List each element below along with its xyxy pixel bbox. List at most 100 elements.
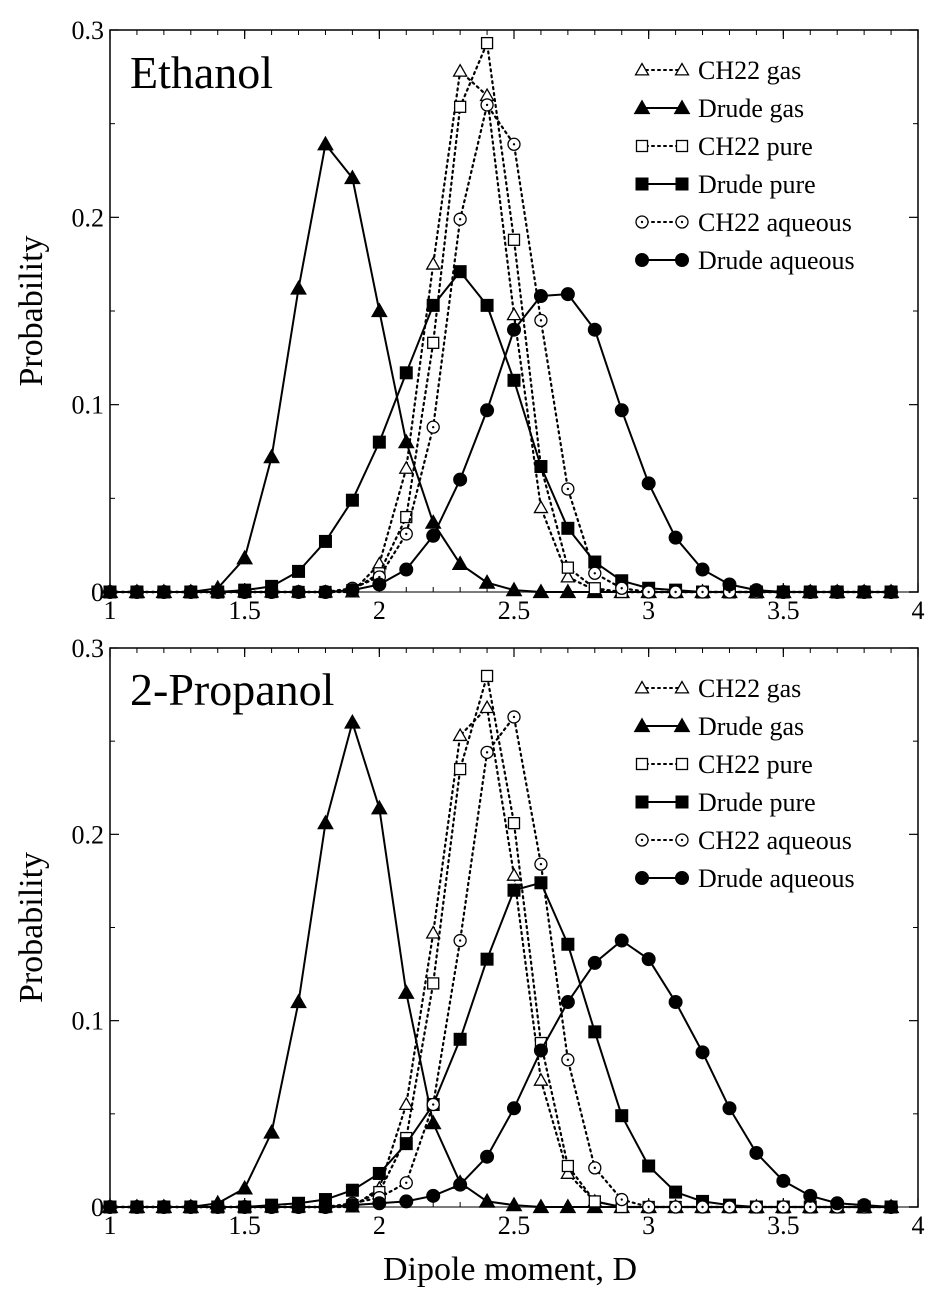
legend: CH22 gas Drude gas CH22 pure Drude pure CH22… [635, 56, 855, 275]
y-tick-label: 0.3 [72, 16, 105, 45]
point-ch22-aqueous-dot [513, 716, 515, 718]
legend-marker [677, 759, 688, 770]
point-drude-aqueous [669, 996, 682, 1009]
point-ch22-gas [534, 501, 547, 512]
point-drude-gas [453, 556, 468, 569]
point-ch22-aqueous-dot [540, 863, 542, 865]
legend-label: CH22 aqueous [698, 826, 852, 855]
point-drude-pure [454, 1033, 466, 1045]
point-drude-aqueous [292, 586, 305, 599]
point-drude-pure [293, 565, 305, 577]
point-drude-aqueous [615, 934, 628, 947]
panel-title: Ethanol [130, 47, 273, 98]
point-drude-aqueous [481, 1150, 494, 1163]
point-drude-gas [399, 435, 414, 448]
point-drude-pure [535, 877, 547, 889]
point-ch22-aqueous-dot [567, 488, 569, 490]
series-line-ch22-pure [110, 43, 891, 592]
legend-marker [676, 796, 688, 808]
point-drude-aqueous [750, 584, 763, 597]
point-ch22-pure [455, 764, 466, 775]
point-ch22-aqueous-dot [432, 426, 434, 428]
point-drude-aqueous [427, 529, 440, 542]
legend-marker [636, 796, 648, 808]
series-drude-aqueous [104, 288, 898, 599]
x-tick-label: 4 [912, 596, 925, 625]
point-ch22-aqueous-dot [755, 1206, 757, 1208]
legend-marker [637, 141, 648, 152]
legend-label: Drude pure [698, 170, 816, 199]
point-drude-aqueous [292, 1201, 305, 1214]
point-drude-aqueous [427, 1189, 440, 1202]
point-drude-gas [372, 801, 387, 814]
point-ch22-gas [454, 65, 467, 76]
point-drude-aqueous [534, 290, 547, 303]
point-drude-aqueous [885, 1201, 898, 1214]
legend-label: CH22 gas [698, 674, 801, 703]
point-drude-pure [643, 1160, 655, 1172]
point-drude-gas [399, 985, 414, 998]
point-drude-aqueous [858, 1199, 871, 1212]
point-ch22-aqueous-dot [674, 1206, 676, 1208]
legend-label: CH22 pure [698, 132, 813, 161]
legend-marker [637, 759, 648, 770]
point-drude-aqueous [130, 1201, 143, 1214]
point-drude-aqueous [615, 404, 628, 417]
point-ch22-aqueous-dot [459, 218, 461, 220]
legend-marker-dot [681, 839, 683, 841]
point-drude-pure [454, 266, 466, 278]
point-drude-aqueous [346, 584, 359, 597]
legend-marker [676, 178, 688, 190]
x-tick-label: 1 [104, 1211, 117, 1240]
x-tick-label: 4 [912, 1211, 925, 1240]
point-drude-aqueous [831, 586, 844, 599]
point-ch22-aqueous-dot [513, 143, 515, 145]
point-ch22-gas [534, 1074, 547, 1085]
point-drude-pure [346, 1184, 358, 1196]
point-drude-pure [373, 436, 385, 448]
legend-marker-dot [681, 221, 683, 223]
series-line-drude-pure [110, 272, 891, 592]
series-drude-aqueous [104, 934, 898, 1213]
point-ch22-aqueous-dot [701, 591, 703, 593]
point-drude-aqueous [157, 586, 170, 599]
point-ch22-aqueous-dot [432, 1103, 434, 1105]
legend-marker [676, 254, 689, 267]
point-drude-aqueous [265, 1201, 278, 1214]
legend-marker [636, 178, 648, 190]
y-axis-title: Probability [13, 235, 50, 386]
point-drude-aqueous [184, 1201, 197, 1214]
point-drude-aqueous [804, 1189, 817, 1202]
x-tick-label: 1.5 [228, 596, 261, 625]
legend-item-ch22-aqueous: CH22 aqueous [636, 208, 852, 237]
point-drude-gas [480, 575, 495, 588]
point-drude-gas [237, 1181, 252, 1194]
point-drude-aqueous [373, 1197, 386, 1210]
point-ch22-pure [562, 562, 573, 573]
point-drude-aqueous [750, 1146, 763, 1159]
series-line-drude-aqueous [110, 294, 891, 592]
point-ch22-aqueous-dot [405, 1182, 407, 1184]
series-drude-pure [104, 266, 897, 598]
point-drude-aqueous [561, 288, 574, 301]
legend-item-ch22-pure: CH22 pure [637, 132, 813, 161]
y-tick-label: 0 [91, 1193, 104, 1222]
point-drude-pure [562, 522, 574, 534]
point-ch22-aqueous-dot [594, 1167, 596, 1169]
legend-label: CH22 pure [698, 750, 813, 779]
point-ch22-gas [400, 462, 413, 473]
x-tick-label: 2.5 [498, 1211, 531, 1240]
point-drude-gas [318, 816, 333, 829]
legend-item-drude-pure: Drude pure [636, 170, 816, 199]
point-drude-aqueous [642, 477, 655, 490]
point-drude-aqueous [561, 996, 574, 1009]
point-drude-gas [237, 551, 252, 564]
legend-marker-dot [641, 839, 643, 841]
legend-marker [677, 141, 688, 152]
point-drude-aqueous [211, 1201, 224, 1214]
point-drude-pure [319, 535, 331, 547]
point-ch22-gas [427, 927, 440, 938]
point-ch22-aqueous-dot [540, 319, 542, 321]
point-drude-aqueous [831, 1197, 844, 1210]
